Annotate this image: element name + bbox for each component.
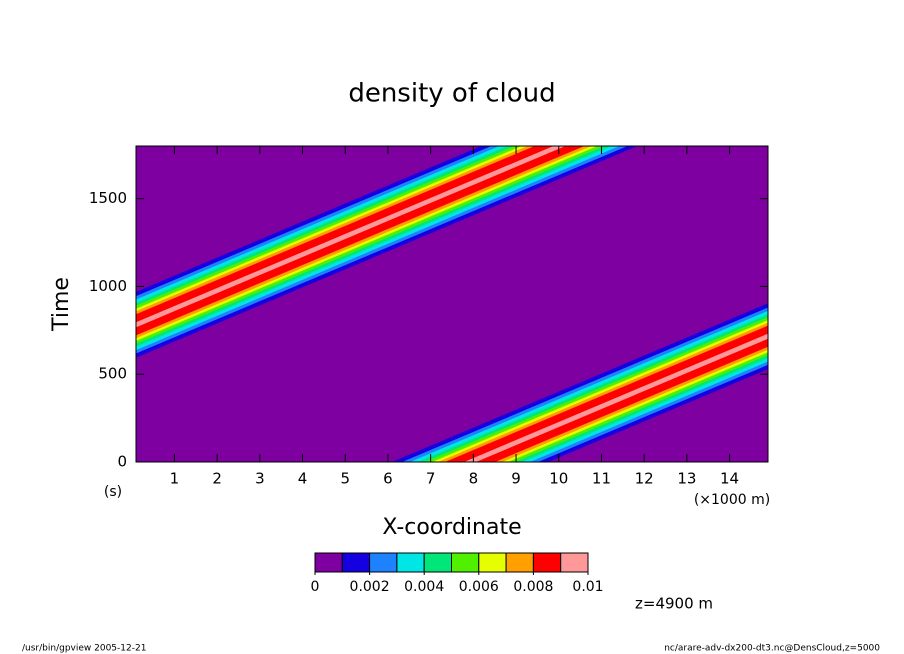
x-tick-label: 10 <box>549 470 568 488</box>
x-tick-label: 7 <box>426 470 436 488</box>
colorbar-box <box>314 552 343 573</box>
x-axis-label: X-coordinate <box>382 515 521 540</box>
y-tick-label: 1500 <box>89 189 127 207</box>
contour-band <box>136 146 628 354</box>
colorbar-box <box>532 552 562 573</box>
x-tick-label: 13 <box>677 470 696 488</box>
colorbar-box <box>341 552 371 573</box>
contour-band <box>402 307 768 462</box>
contour-band <box>136 146 612 347</box>
contour-band <box>136 146 592 339</box>
contour-band <box>425 317 768 462</box>
x-axis-unit: (×1000 m) <box>694 492 770 508</box>
x-tick-label: 12 <box>635 470 654 488</box>
colorbar-tick-label: 0.004 <box>404 579 444 595</box>
x-tick-label: 5 <box>340 470 350 488</box>
contour-band <box>136 146 638 358</box>
y-tick-label: 0 <box>117 453 127 471</box>
x-tick-label: 6 <box>383 470 393 488</box>
contour-band <box>464 333 768 462</box>
colorbar-box <box>396 552 425 573</box>
x-tick-label: 9 <box>511 470 521 488</box>
y-tick-label: 1000 <box>89 277 127 295</box>
contour-band <box>136 146 566 328</box>
x-tick-label: 8 <box>469 470 479 488</box>
colorbar-tick-label: 0.002 <box>350 579 390 595</box>
contour-band <box>432 320 768 462</box>
colorbar-tick-label: 0 <box>311 579 320 595</box>
colorbar-box <box>478 552 507 573</box>
colorbar-box <box>451 552 480 573</box>
y-axis-unit: (s) <box>104 484 122 500</box>
contour-band <box>410 310 768 462</box>
contour-band <box>136 146 598 341</box>
x-tick-label: 14 <box>720 470 739 488</box>
contour-band <box>418 314 768 462</box>
footer-left: /usr/bin/gpview 2005-12-21 <box>22 644 146 654</box>
footer-right: nc/arare-adv-dx200-dt3.nc@DensCloud,z=50… <box>664 644 880 654</box>
colorbar-box <box>560 552 589 573</box>
annotation: z=4900 m <box>635 595 713 613</box>
contour-band <box>445 325 768 462</box>
x-tick-label: 1 <box>170 470 180 488</box>
y-axis-label: Time <box>49 277 74 332</box>
plot-frame <box>135 145 769 463</box>
chart-title: density of cloud <box>348 79 555 109</box>
x-tick-label: 3 <box>255 470 265 488</box>
colorbar-tick-label: 0.008 <box>513 579 553 595</box>
colorbar-box <box>369 552 398 573</box>
contour-band <box>136 146 620 351</box>
contour-band <box>136 146 605 344</box>
contour-band <box>136 146 585 336</box>
colorbar-box <box>423 552 453 573</box>
contour-field <box>136 146 768 462</box>
x-tick-label: 4 <box>298 470 308 488</box>
colorbar-tick-label: 0.01 <box>572 579 603 595</box>
y-tick-label: 500 <box>98 365 127 383</box>
contour-band <box>438 322 768 462</box>
contour-band <box>392 303 768 462</box>
colorbar-tick-label: 0.006 <box>459 579 499 595</box>
colorbar-box <box>505 552 534 573</box>
x-tick-label: 11 <box>592 470 611 488</box>
x-tick-label: 2 <box>212 470 222 488</box>
